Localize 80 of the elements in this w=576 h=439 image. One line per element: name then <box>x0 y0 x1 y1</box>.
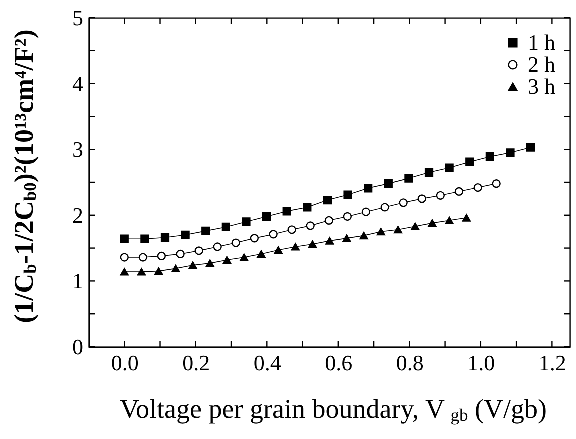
point <box>466 158 474 166</box>
x-tick-label: 0.6 <box>325 350 353 376</box>
point <box>160 233 170 242</box>
point <box>474 183 482 192</box>
point <box>120 268 129 276</box>
point <box>384 180 393 188</box>
point <box>288 226 296 234</box>
point <box>154 268 164 276</box>
point <box>394 226 403 234</box>
y-tick-label: 0 <box>72 334 84 360</box>
legend-label: 2 h <box>528 52 556 77</box>
point <box>454 187 464 196</box>
point <box>172 264 180 273</box>
point <box>362 208 371 216</box>
y-tick-label: 2 <box>72 202 84 228</box>
point <box>303 203 312 212</box>
x-tick-label: 0.8 <box>396 350 424 376</box>
point <box>213 242 222 252</box>
point <box>176 250 185 259</box>
point <box>222 222 230 232</box>
point <box>364 184 373 193</box>
point <box>418 194 426 204</box>
point <box>202 226 210 236</box>
point <box>399 198 408 208</box>
y-tick-label: 3 <box>72 137 84 162</box>
point <box>306 222 315 230</box>
point <box>462 214 471 222</box>
y-tick-label: 5 <box>72 6 84 30</box>
x-tick-label: 1.0 <box>468 350 496 376</box>
point <box>181 230 190 240</box>
x-tick-label: 1.2 <box>538 350 566 376</box>
y-tick-label: 1 <box>72 268 84 294</box>
point <box>250 234 259 243</box>
x-tick-label: 0.4 <box>254 350 282 376</box>
point <box>137 268 146 276</box>
point <box>157 252 166 260</box>
point <box>360 232 368 240</box>
legend-label: 3 h <box>528 74 556 99</box>
point <box>344 190 352 200</box>
point <box>188 262 198 270</box>
point <box>282 207 292 216</box>
point <box>380 203 390 212</box>
point <box>308 240 318 248</box>
point <box>269 230 278 239</box>
point <box>274 246 283 254</box>
point <box>138 253 148 262</box>
point <box>262 212 272 222</box>
y-axis-title: (1/Cb-1/2Cb0)²(10¹³cm⁴/F²) <box>9 30 40 324</box>
point <box>194 246 204 256</box>
y-tick-label: 4 <box>72 71 84 96</box>
point <box>140 234 150 244</box>
point <box>120 234 129 244</box>
legend-label: 1 h <box>528 30 556 55</box>
point <box>445 216 454 224</box>
point <box>222 256 232 264</box>
x-tick-label: 0.0 <box>111 350 139 376</box>
point <box>326 237 334 245</box>
point <box>240 254 249 262</box>
point <box>342 234 352 242</box>
point <box>257 250 266 258</box>
point <box>436 191 445 200</box>
point <box>404 174 414 183</box>
point <box>206 260 214 268</box>
point <box>428 219 437 228</box>
point <box>506 148 515 158</box>
point <box>120 253 129 262</box>
point <box>242 218 251 226</box>
point <box>445 164 454 172</box>
point <box>232 238 240 248</box>
point <box>492 180 501 188</box>
point <box>486 152 494 162</box>
point <box>424 168 434 177</box>
point <box>376 228 386 236</box>
point <box>324 216 334 225</box>
point <box>411 222 420 230</box>
point <box>526 143 536 152</box>
point <box>343 212 352 222</box>
point <box>323 196 332 205</box>
point <box>291 243 300 251</box>
x-tick-label: 0.2 <box>182 350 210 376</box>
